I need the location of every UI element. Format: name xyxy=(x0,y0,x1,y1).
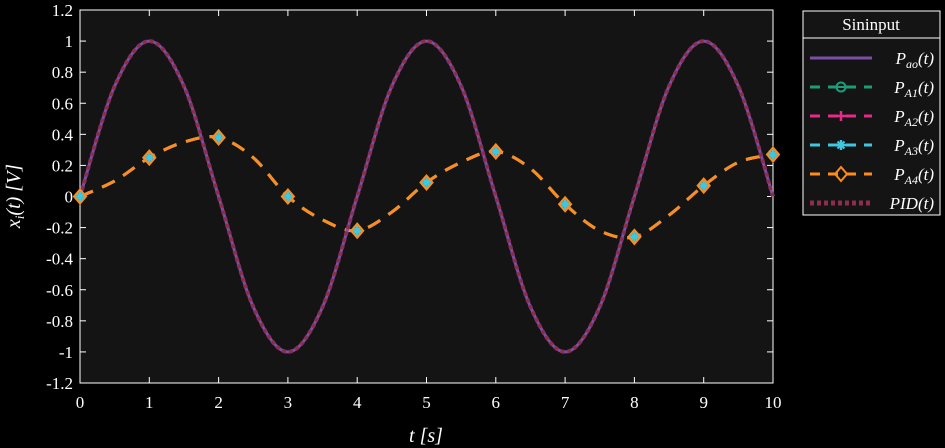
y-tick-label: 0.6 xyxy=(52,94,73,113)
legend-label-pa4: PA4(t) xyxy=(893,165,934,187)
y-tick-label: -0.2 xyxy=(46,219,73,238)
legend-label-pa2: PA2(t) xyxy=(893,107,934,129)
x-tick-label: 0 xyxy=(76,393,85,412)
x-tick-label: 3 xyxy=(284,393,293,412)
legend-label-pid: PID(t) xyxy=(889,194,935,213)
x-tick-label: 8 xyxy=(630,393,639,412)
y-tick-label: 1.2 xyxy=(52,1,73,20)
marker-pa3 xyxy=(698,180,709,191)
y-tick-label: 0.4 xyxy=(52,125,74,144)
y-tick-label: 0.8 xyxy=(52,63,73,82)
x-tick-label: 5 xyxy=(422,393,431,412)
legend-label-pa3: PA3(t) xyxy=(893,136,934,158)
legend-box xyxy=(802,10,941,216)
y-tick-label: -1.2 xyxy=(46,374,73,393)
y-tick-label: -1 xyxy=(59,343,73,362)
y-tick-label: 1 xyxy=(65,32,74,51)
marker-pa3 xyxy=(421,177,432,188)
legend-label-tail: (t) xyxy=(918,136,934,155)
y-axis-label-main: x xyxy=(3,219,25,229)
legend-marker-pa2 xyxy=(836,111,846,121)
legend-label-sub: A3 xyxy=(904,144,918,158)
y-axis: -1.2 -1 -0.8 -0.6 -0.4 -0.2 0 0.2 0.4 0.6 0.8 1 1.2 xyxy=(46,1,773,393)
marker-pa4 xyxy=(211,128,226,146)
marker-pa4 xyxy=(419,173,434,192)
marker-pa4 xyxy=(72,187,88,206)
marker-pa4 xyxy=(349,222,365,240)
marker-pa4 xyxy=(280,187,296,206)
legend-label-tail: (t) xyxy=(918,107,934,126)
marker-pa4 xyxy=(141,149,157,167)
legend-label-main: P xyxy=(893,165,904,184)
legend-marker-pa3 xyxy=(836,140,846,150)
legend-label-pao: Pao(t) xyxy=(895,49,935,71)
legend-marker-pa1 xyxy=(835,81,847,93)
y-axis-label-rest: (t) [V] xyxy=(3,164,25,216)
marker-pa4 xyxy=(488,142,504,160)
x-axis-label: t [s] xyxy=(409,425,443,447)
marker-pa3 xyxy=(75,191,85,202)
marker-pa4 xyxy=(696,177,712,195)
plot-area xyxy=(79,9,774,384)
marker-pa3 xyxy=(282,191,293,202)
x-tick-label: 1 xyxy=(145,393,154,412)
y-axis-label: xi(t) [V] xyxy=(3,164,27,229)
legend-label-tail: (t) xyxy=(918,165,934,184)
legend-title: Sininput xyxy=(842,15,900,34)
legend-label-sub: A2 xyxy=(904,115,918,129)
x-axis-label-main: t xyxy=(409,425,415,447)
legend-label-main: PID xyxy=(889,194,919,213)
y-tick-label: 0.2 xyxy=(52,156,73,175)
y-tick-label: -0.8 xyxy=(46,312,73,331)
x-tick-label: 7 xyxy=(561,393,570,412)
legend-label-main: P xyxy=(893,107,904,126)
marker-pa3 xyxy=(490,146,501,157)
marker-pa4 xyxy=(557,195,573,213)
x-tick-label: 4 xyxy=(353,393,362,412)
marker-pa3 xyxy=(768,149,778,160)
legend-label-main: P xyxy=(893,78,904,97)
marker-pa3 xyxy=(352,225,363,236)
legend-label-pa1: PA1(t) xyxy=(893,78,934,100)
legend-label-main: P xyxy=(893,136,904,155)
legend-label-tail: (t) xyxy=(918,78,934,97)
x-tick-label: 2 xyxy=(214,393,223,412)
legend-label-sub: A4 xyxy=(904,173,918,187)
y-tick-label: 0 xyxy=(65,188,74,207)
marker-pa4 xyxy=(765,146,781,164)
legend-label-sub: ao xyxy=(906,57,918,71)
series-layer xyxy=(72,39,781,354)
legend-label-sub: A1 xyxy=(904,86,918,100)
legend-label-tail: (t) xyxy=(918,194,934,213)
legend: Sininput Pao(t)PA1(t)PA2(t)PA3(t)PA4(t)P… xyxy=(802,10,941,216)
x-tick-label: 6 xyxy=(492,393,501,412)
y-tick-label: -0.4 xyxy=(46,250,73,269)
y-axis-label-sub: i xyxy=(12,215,27,219)
marker-pa4 xyxy=(627,228,642,246)
x-axis-label-unit: [s] xyxy=(420,425,443,447)
marker-pa3 xyxy=(144,152,155,163)
marker-pa3 xyxy=(213,132,224,143)
legend-marker-pa4 xyxy=(833,165,849,183)
x-tick-label: 10 xyxy=(765,393,782,412)
legend-label-tail: (t) xyxy=(918,49,934,68)
x-axis: 0 1 2 3 4 5 6 7 8 9 10 xyxy=(76,10,782,412)
x-tick-label: 9 xyxy=(699,393,708,412)
series-line-pid xyxy=(78,39,775,354)
y-tick-label: -0.6 xyxy=(46,281,73,300)
marker-pa3 xyxy=(629,231,640,242)
marker-pa3 xyxy=(560,199,571,210)
legend-label-main: P xyxy=(895,49,906,68)
